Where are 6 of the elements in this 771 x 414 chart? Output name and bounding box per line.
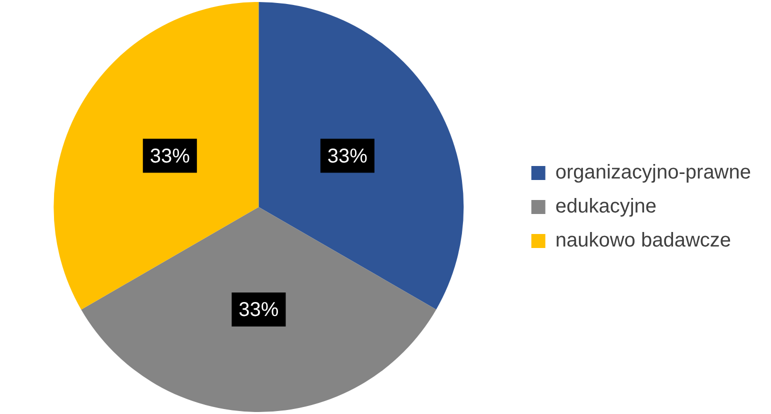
data-label: 33% (238, 299, 279, 322)
legend-label: naukowo badawcze (555, 230, 732, 252)
legend-label: organizacyjno-prawne (555, 162, 752, 184)
legend-label: edukacyjne (555, 196, 657, 218)
data-label: 33% (327, 145, 368, 168)
data-label: 33% (150, 145, 190, 168)
